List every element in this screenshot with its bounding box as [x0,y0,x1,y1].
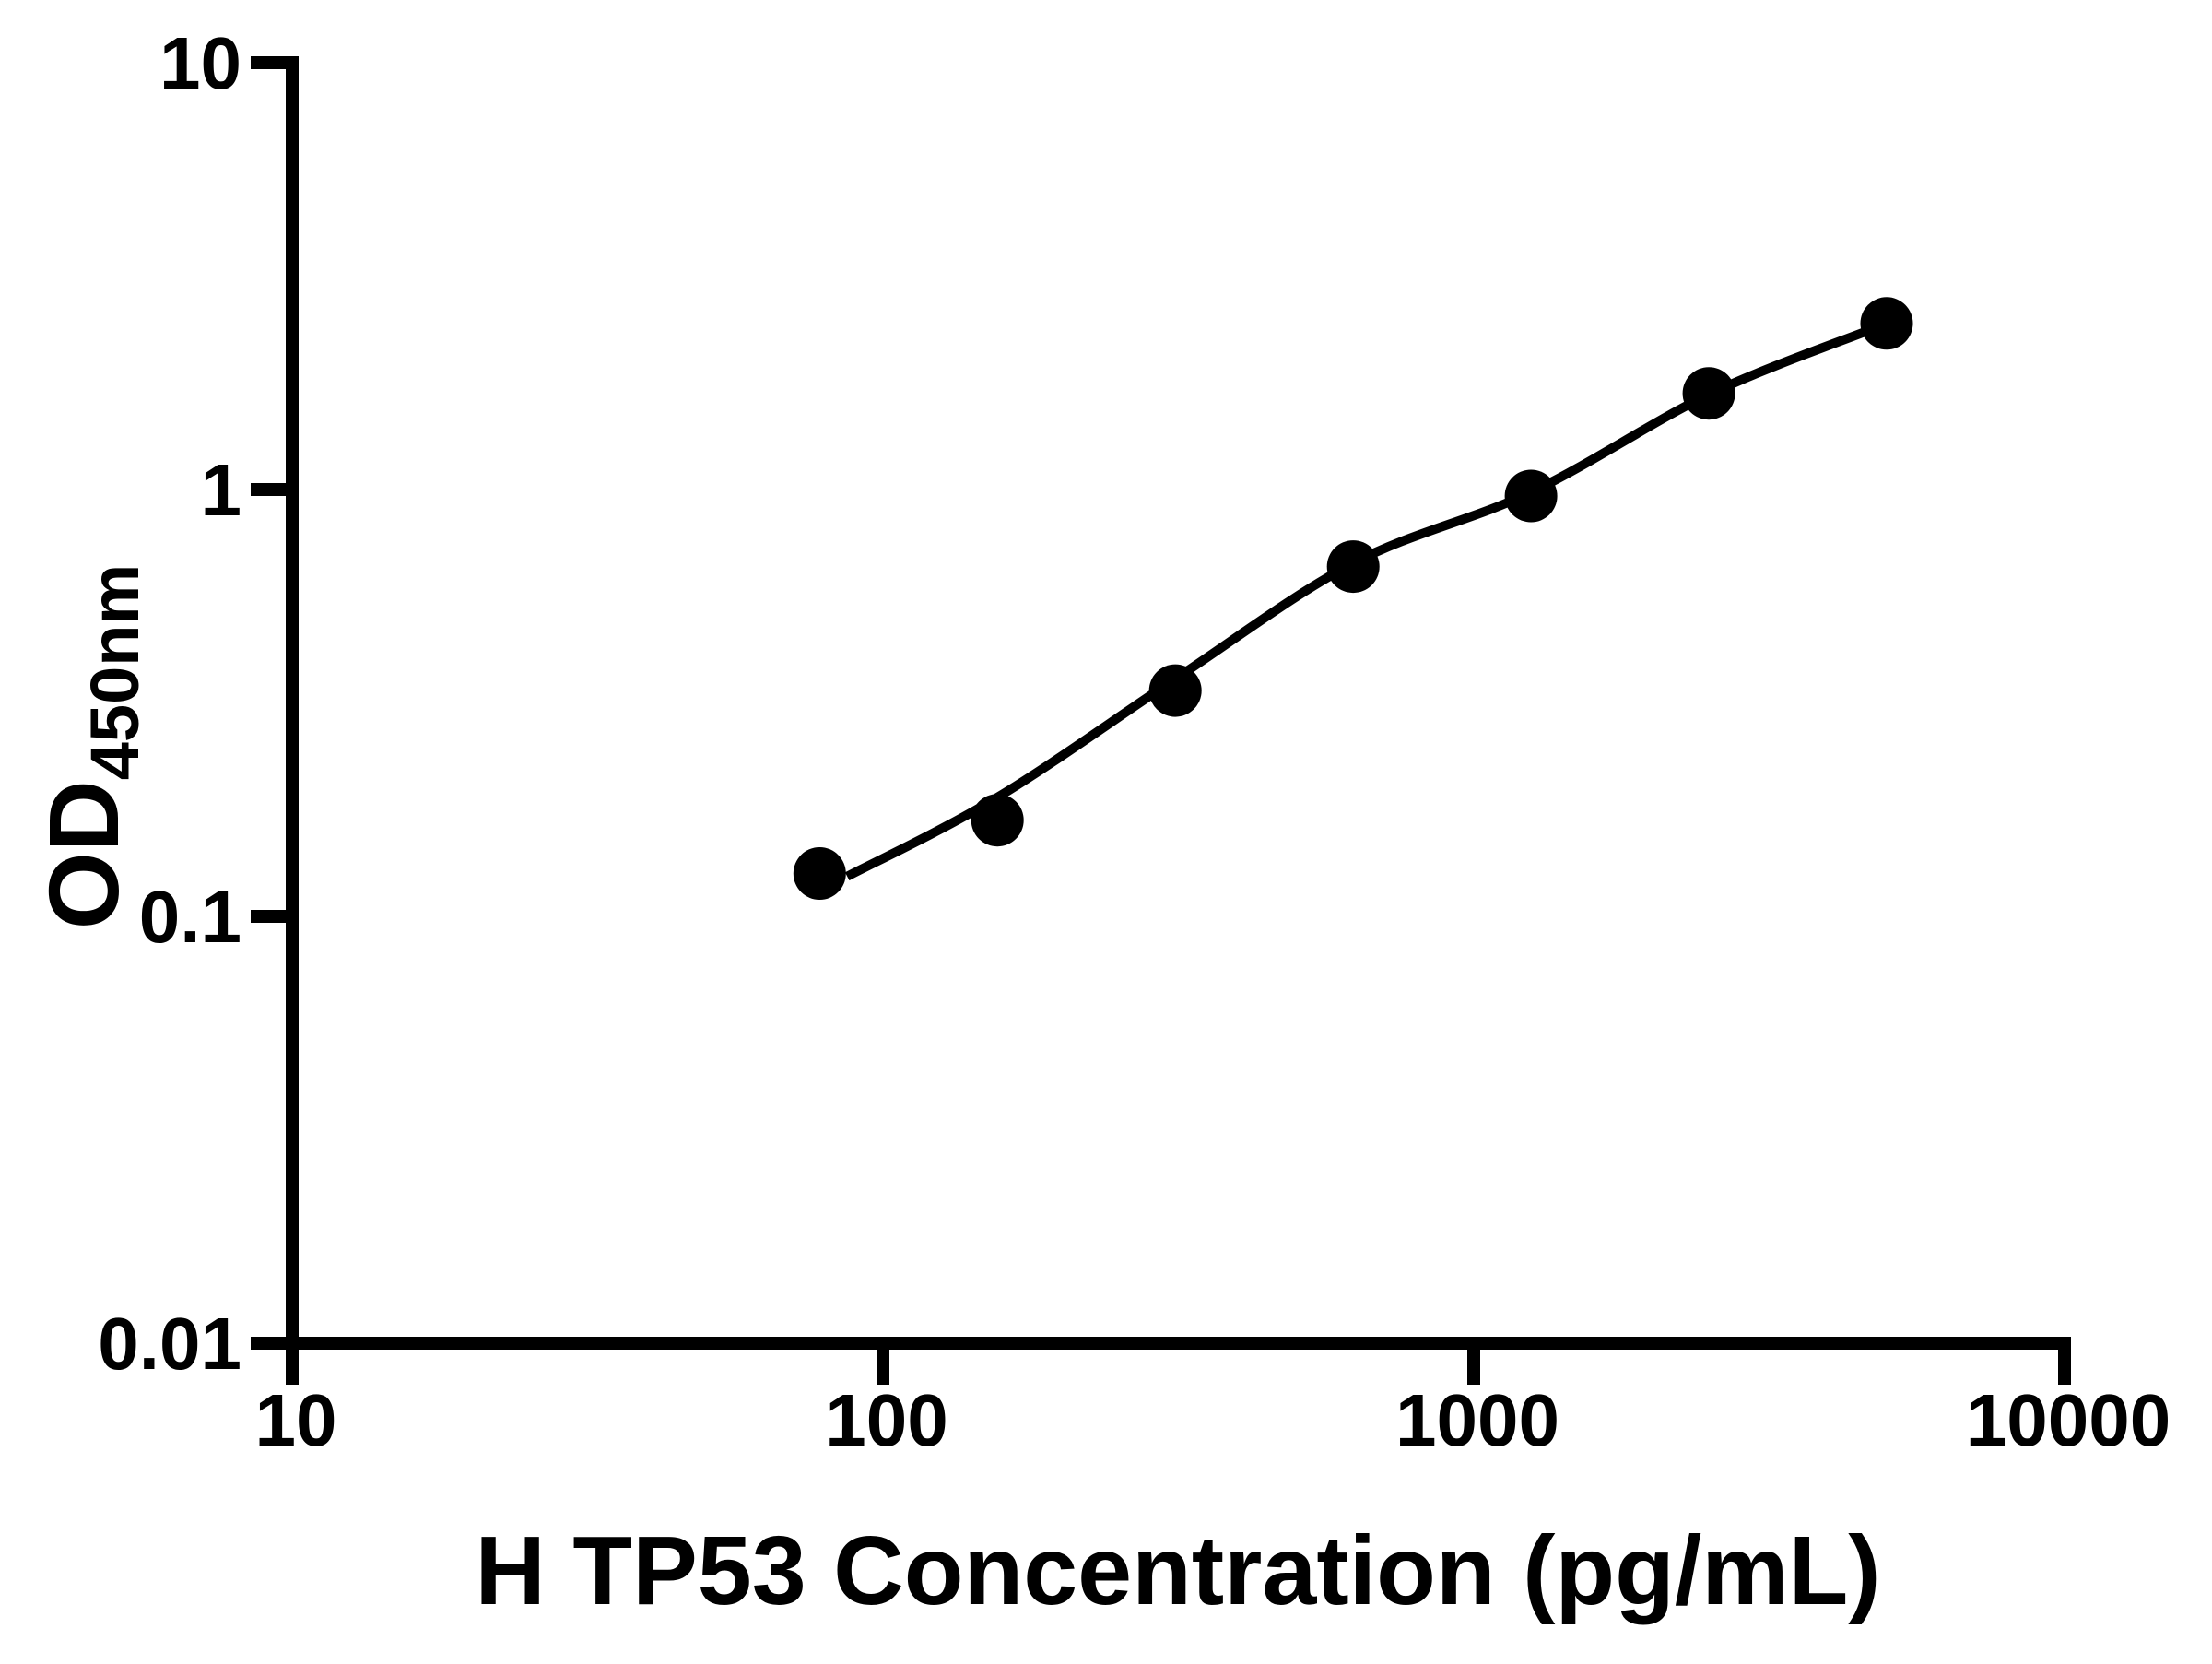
y-axis-title-subscript: 450nm [76,564,153,780]
y-tick-label: 0.1 [139,876,241,958]
x-tick-label: 100 [825,1379,947,1461]
y-tick-label: 10 [159,22,241,104]
data-point [1860,297,1913,350]
axes [251,56,2071,1385]
data-point [1504,469,1558,523]
y-axis-title: OD450nm [28,564,153,929]
x-axis-title: H TP53 Concentration (pg/mL) [475,1516,1880,1625]
x-tick-label: 10 [255,1379,337,1461]
data-point [1682,367,1735,420]
data-point [971,794,1024,847]
x-tick-label: 10000 [1966,1379,2171,1461]
data-point [793,847,846,900]
data-point [1326,540,1380,594]
x-axis-ticks: 10 100 1000 10000 [255,1343,2171,1461]
x-tick-label: 1000 [1395,1379,1559,1461]
y-axis-ticks: 10 1 0.1 0.01 [98,22,299,1385]
y-axis-title-main: OD [28,780,139,929]
data-points [793,297,1913,900]
y-tick-label: 1 [201,449,242,531]
data-point [1148,664,1202,717]
y-tick-label: 0.01 [98,1303,241,1385]
